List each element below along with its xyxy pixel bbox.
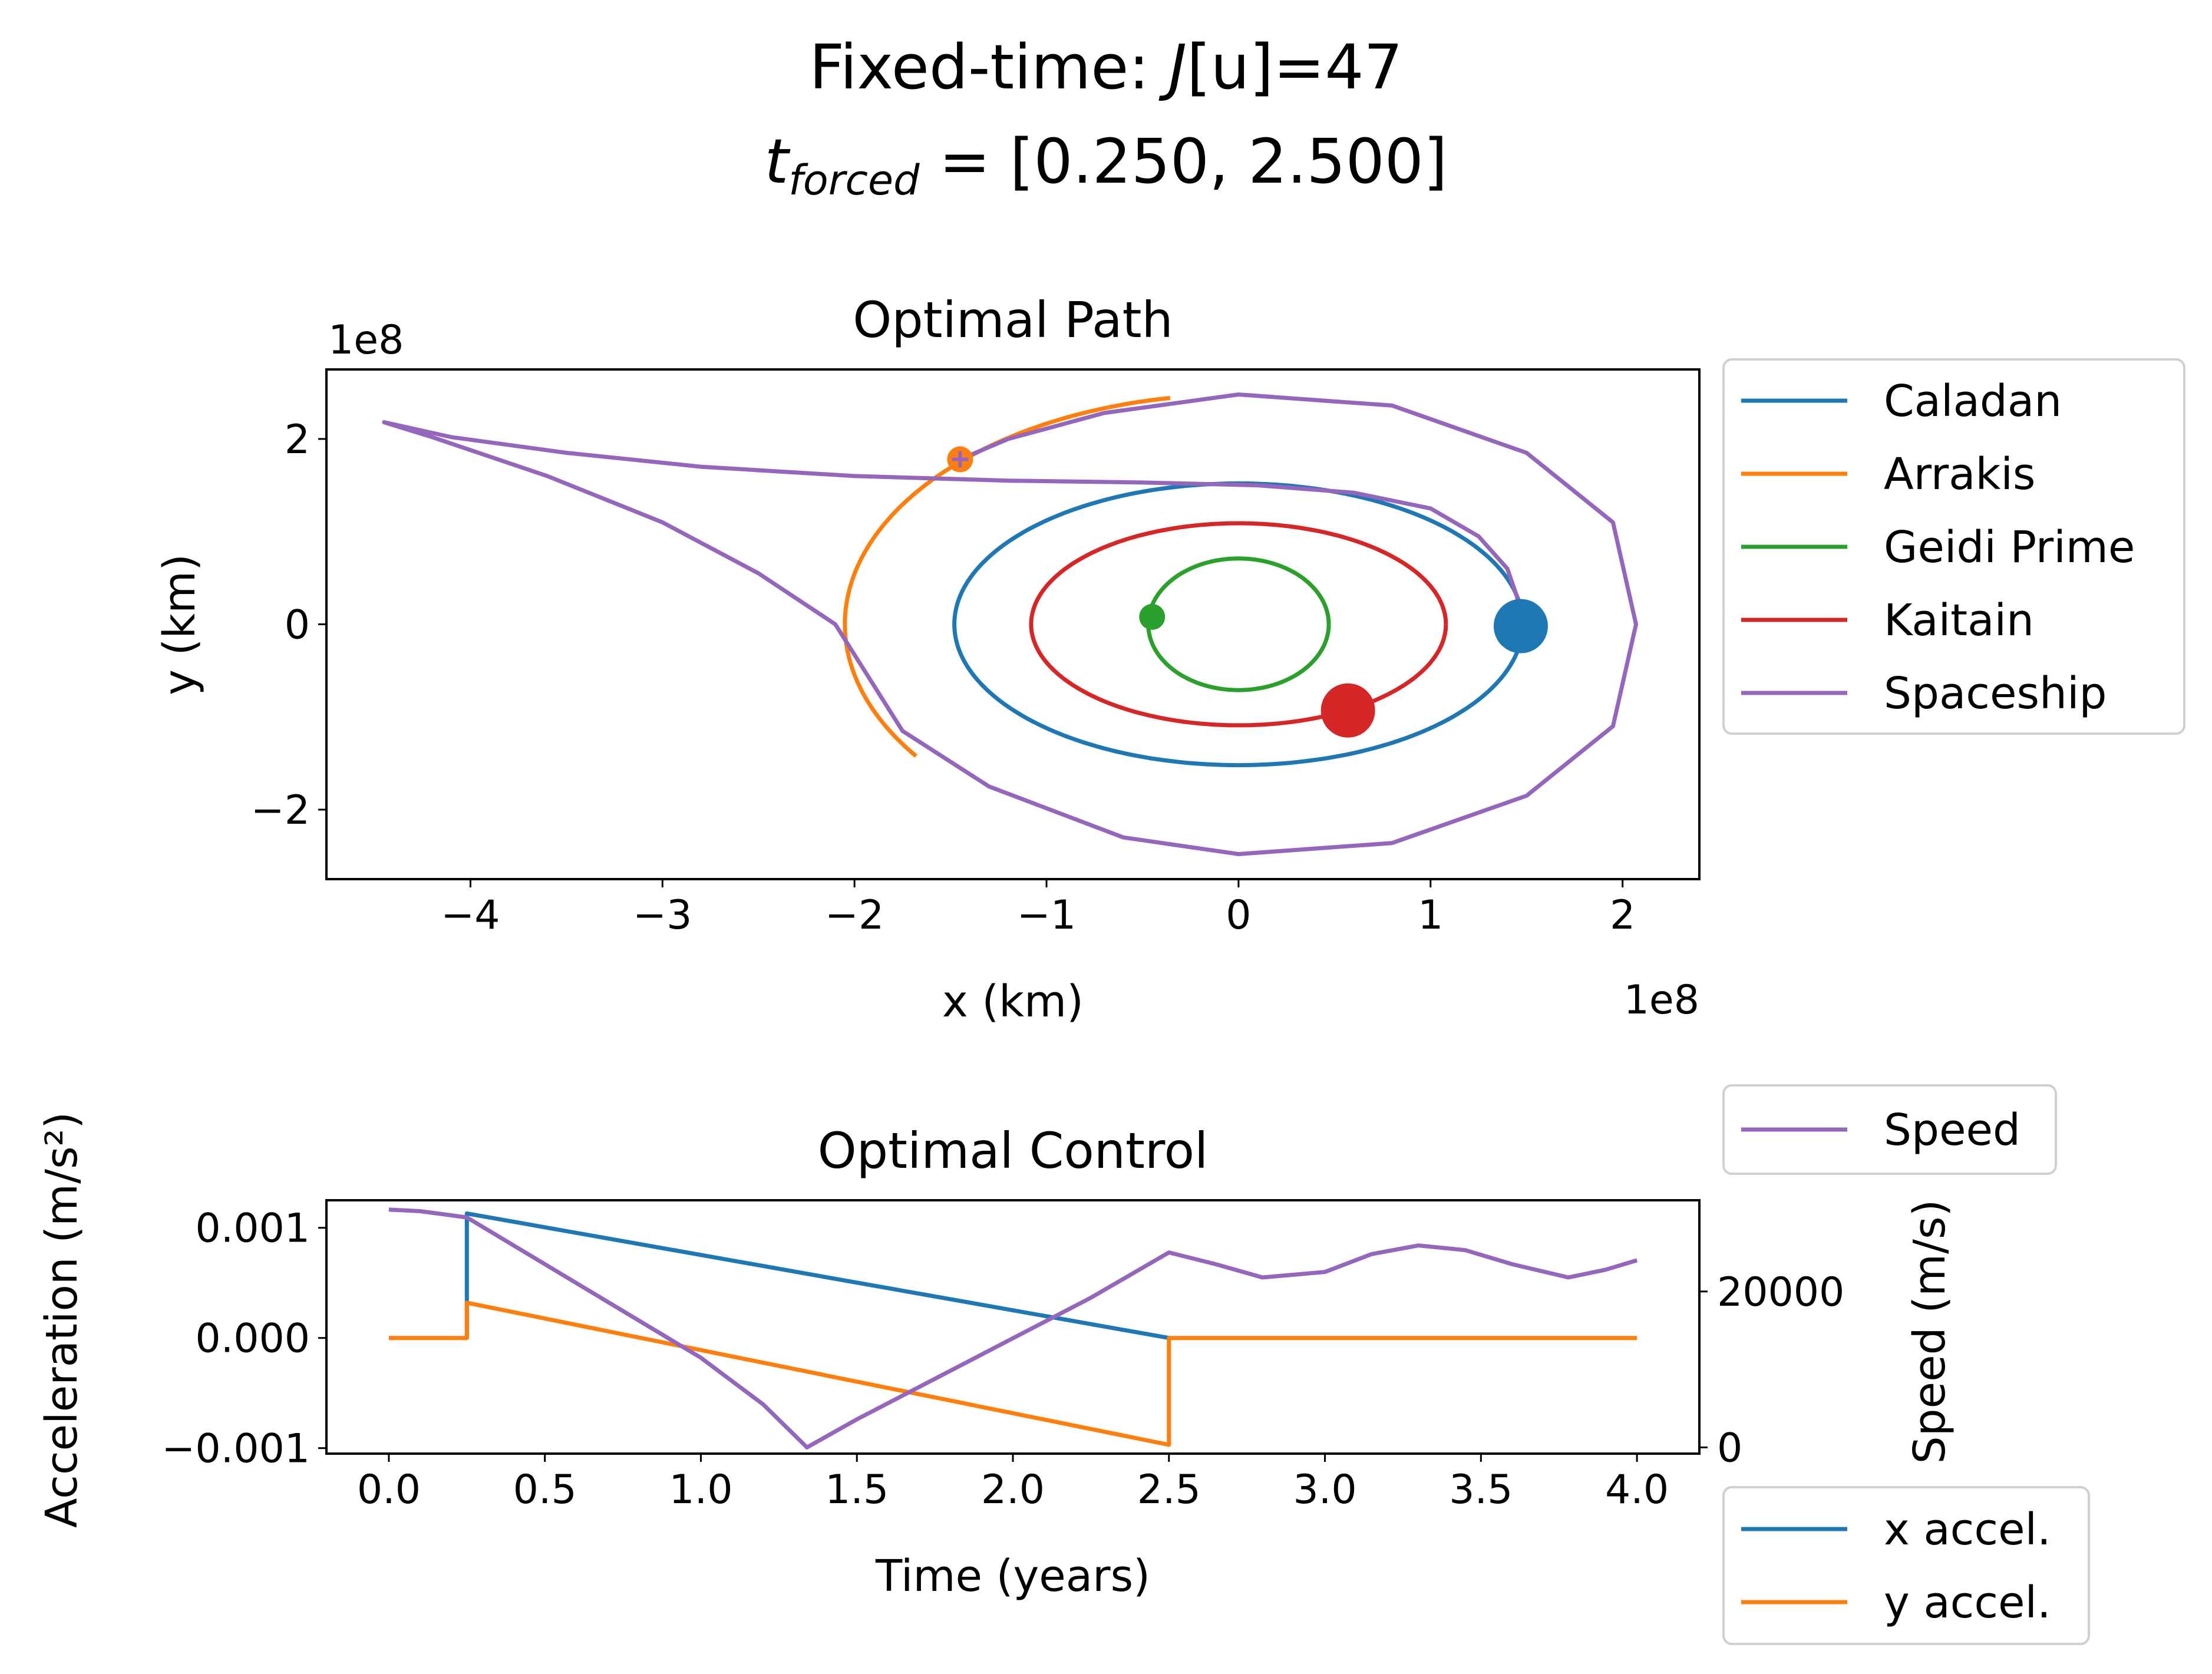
optimal-path-y-scale-label: 1e8 <box>328 317 404 364</box>
legend-label: Kaitain <box>1884 595 2034 646</box>
speed-legend <box>1722 1084 2057 1175</box>
legend-label: Arrakis <box>1884 449 2035 500</box>
x-tick-label: 1.0 <box>669 1467 732 1513</box>
y-tick-label: −2 <box>251 787 310 834</box>
x-tick-label: 1.5 <box>825 1467 889 1513</box>
figure-title-line2: tforced = [0.250, 2.500] <box>764 126 1447 204</box>
legend-label: Speed <box>1884 1105 2020 1155</box>
optimal-path-x-scale-label: 1e8 <box>1624 977 1699 1023</box>
y-tick-label: −0.001 <box>161 1426 310 1472</box>
optimal-control-y-label: Acceleration (m/s²) <box>37 1112 87 1528</box>
x-tick-label: 3.5 <box>1449 1467 1513 1513</box>
y-tick-label: 0.001 <box>195 1206 310 1252</box>
series-y-accel <box>388 1300 1637 1447</box>
x-tick-label: −3 <box>633 892 692 939</box>
y-tick-label: 0 <box>285 602 310 649</box>
x-tick-label: 1 <box>1418 892 1443 939</box>
orbit-caladan <box>952 481 1525 768</box>
optimal-path-y-ticks: −2 0 2 <box>251 417 326 834</box>
x-tick-label: 2.5 <box>1137 1467 1201 1513</box>
planet-caladan <box>1493 599 1548 653</box>
optimal-control-title: Optimal Control <box>818 1122 1209 1180</box>
legend-label: x accel. <box>1884 1504 2051 1555</box>
optimal-path-x-ticks: −4 −3 −2 −1 0 1 2 <box>441 879 1635 939</box>
speed-legend-entries: Speed <box>1741 1105 2020 1155</box>
x-tick-label: 0.5 <box>513 1467 577 1513</box>
optimal-control-y-ticks: −0.001 0.000 0.001 <box>161 1206 326 1472</box>
planet-kaitain <box>1320 683 1375 738</box>
legend-label: Caladan <box>1884 376 2062 427</box>
optimal-path-legend-entries: Caladan Arrakis Geidi Prime Kaitain Spaceshi… <box>1741 376 2135 719</box>
optimal-control-x-ticks: 0.0 0.5 1.0 1.5 2.0 2.5 3.0 3.5 4.0 <box>357 1454 1669 1513</box>
optimal-control-right-y-label: Speed (m/s) <box>1904 1200 1955 1464</box>
legend-label: Spaceship <box>1884 668 2107 719</box>
right-y-tick-label: 0 <box>1717 1425 1742 1471</box>
spaceship-marker <box>952 451 969 468</box>
x-tick-label: −1 <box>1017 892 1076 939</box>
optimal-path-legend <box>1722 358 2185 735</box>
y-tick-label: 0.000 <box>195 1316 310 1362</box>
x-tick-label: 3.0 <box>1293 1467 1356 1513</box>
spaceship-trajectory <box>382 392 1638 856</box>
x-tick-label: 0.0 <box>357 1467 421 1513</box>
x-tick-label: 0 <box>1226 892 1251 939</box>
figure-title-line1: Fixed-time: J[u]=47 <box>809 31 1402 103</box>
orbit-kaitain <box>1029 521 1448 728</box>
optimal-path-title: Optimal Path <box>853 291 1173 349</box>
optimal-path-x-label: x (km) <box>942 976 1084 1027</box>
series-x-accel <box>464 1211 1170 1340</box>
planet-geidi-prime <box>1139 603 1166 630</box>
optimal-path-plot: Optimal Path −4 −3 −2 −1 0 1 2 −2 0 2 x (km) y (… <box>154 291 2185 1027</box>
orbit-geidi-prime <box>1146 556 1331 692</box>
series-speed <box>388 1207 1638 1450</box>
right-y-tick-label: 20000 <box>1717 1269 1844 1316</box>
legend-label: y accel. <box>1884 1577 2051 1628</box>
optimal-path-data <box>382 392 1638 856</box>
x-tick-label: −4 <box>441 892 500 939</box>
optimal-control-axes-frame <box>325 1199 1701 1455</box>
optimal-control-right-y-ticks: 0 20000 <box>1699 1269 1844 1471</box>
optimal-path-y-label: y (km) <box>154 554 205 695</box>
x-tick-label: −2 <box>825 892 884 939</box>
optimal-control-x-label: Time (years) <box>875 1551 1150 1602</box>
optimal-path-axes-frame <box>325 368 1701 880</box>
orbit-arrakis <box>843 395 1171 758</box>
x-tick-label: 4.0 <box>1605 1467 1669 1513</box>
optimal-control-plot: Optimal Control 0.0 0.5 1.0 1.5 2.0 2.5 3.0 3.5… <box>37 1084 2090 1645</box>
x-tick-label: 2.0 <box>981 1467 1045 1513</box>
legend-label: Geidi Prime <box>1884 522 2135 573</box>
x-tick-label: 2 <box>1610 892 1635 939</box>
y-tick-label: 2 <box>285 417 310 463</box>
optimal-control-data <box>388 1207 1638 1450</box>
acceleration-legend <box>1722 1486 2090 1645</box>
acceleration-legend-entries: x accel. y accel. <box>1741 1504 2051 1628</box>
